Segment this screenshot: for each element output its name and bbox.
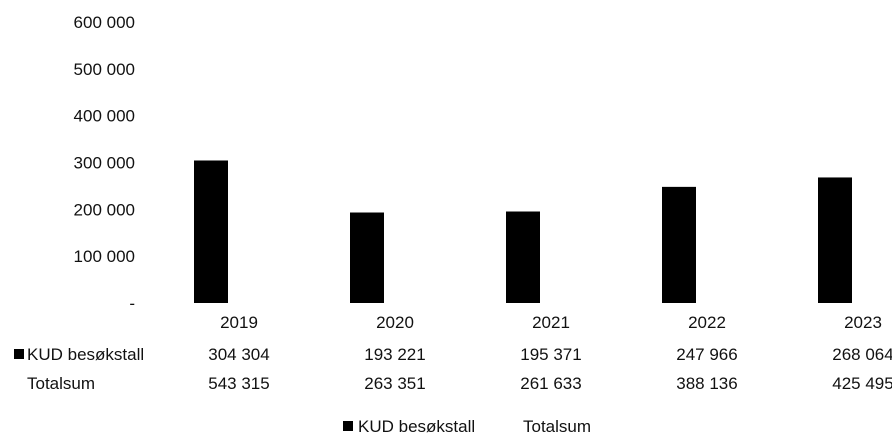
y-tick-label: 200 000 [74,200,135,219]
y-tick-label: 600 000 [74,13,135,32]
y-axis: - 100 000 200 000 300 000 400 000 500 000 600 … [74,13,135,313]
x-axis: 2019 2020 2021 2022 2023 [220,313,882,332]
table-cell: 543 315 [208,374,269,393]
bar-kud [350,212,384,303]
table-cell: 193 221 [364,345,425,364]
bar-kud [662,186,696,303]
table-cell: 263 351 [364,374,425,393]
y-tick-label: 500 000 [74,60,135,79]
table-cell: 425 495 [832,374,892,393]
bar-kud [194,160,228,303]
legend-label: KUD besøkstall [358,417,475,436]
bar-totalsum [550,180,584,303]
table-cell: 388 136 [676,374,737,393]
bar-kud [506,211,540,303]
data-table: KUD besøkstall 304 304 193 221 195 371 247 9… [14,345,892,393]
table-cell: 268 064 [832,345,892,364]
x-tick-label: 2019 [220,313,258,332]
legend-swatch [343,421,353,431]
y-tick-label: 100 000 [74,247,135,266]
bar-totalsum [394,179,428,303]
bar-totalsum [238,48,272,304]
legend-label: Totalsum [523,417,591,436]
table-cell: 261 633 [520,374,581,393]
bar-totalsum [862,103,892,304]
y-tick-label: - [129,294,135,313]
x-tick-label: 2021 [532,313,570,332]
y-tick-label: 300 000 [74,154,135,173]
bar-totalsum [706,121,740,303]
bar-kud [818,177,852,303]
y-tick-label: 400 000 [74,107,135,126]
x-tick-label: 2022 [688,313,726,332]
table-row-label: KUD besøkstall [27,345,144,364]
table-cell: 304 304 [208,345,269,364]
x-tick-label: 2023 [844,313,882,332]
bars [194,48,892,304]
table-cell: 195 371 [520,345,581,364]
table-cell: 247 966 [676,345,737,364]
table-row-label: Totalsum [27,374,95,393]
x-tick-label: 2020 [376,313,414,332]
table-swatch [14,349,24,359]
legend: KUD besøkstall Totalsum [343,417,591,436]
